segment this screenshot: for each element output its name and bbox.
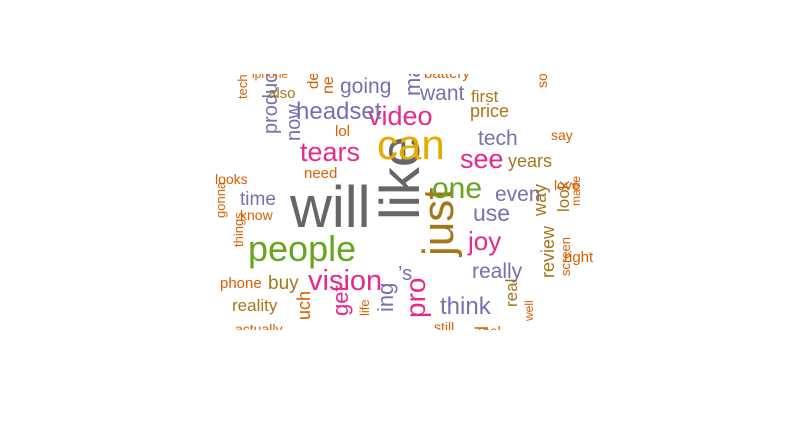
word-ne-58: ne bbox=[320, 76, 337, 94]
word-will-0: will bbox=[290, 175, 371, 240]
word-battery-51: battery bbox=[424, 74, 470, 81]
word-see-9: see bbox=[460, 144, 504, 174]
word-now-21: now bbox=[283, 104, 305, 141]
word-reality-30: reality bbox=[232, 296, 278, 315]
word-life-46: life bbox=[357, 299, 372, 316]
word-phone-36: phone bbox=[220, 275, 262, 292]
word-real-29: real bbox=[502, 278, 521, 307]
word-love-38: love bbox=[554, 177, 580, 193]
word-actually-45: actually bbox=[235, 321, 283, 330]
word-ool-61: ool bbox=[482, 324, 501, 330]
word-screen-41: screen bbox=[558, 236, 573, 276]
word-uch-57: uch bbox=[294, 290, 314, 320]
word-time-19: time bbox=[240, 189, 276, 210]
word-tears-7: tears bbox=[300, 137, 361, 167]
word-think-18: think bbox=[440, 293, 491, 320]
word-review-27: review bbox=[538, 225, 558, 278]
word-way-26: way bbox=[530, 183, 550, 216]
word-joy-10: joy bbox=[468, 226, 502, 256]
word-really-17: really bbox=[472, 260, 523, 283]
word-lol-33: lol bbox=[335, 123, 351, 140]
word-first-23: first bbox=[471, 87, 499, 106]
word-gonna-42: gonna bbox=[213, 181, 228, 218]
word-somethin-49: somethin bbox=[534, 74, 550, 88]
word-right-37: right bbox=[564, 249, 594, 266]
word-s-56: ’s bbox=[398, 263, 413, 285]
word-also-31: also bbox=[268, 85, 296, 102]
word-say-39: say bbox=[551, 127, 573, 143]
word-still-47: still bbox=[434, 319, 455, 330]
word-things-43: things bbox=[231, 212, 246, 247]
word-years-25: years bbox=[508, 151, 553, 171]
word-iphone-50: iphone bbox=[252, 74, 289, 81]
word-use-16: use bbox=[473, 200, 511, 226]
word-technology-44: technology bbox=[235, 74, 250, 99]
word-ing-54: ing bbox=[373, 282, 398, 312]
word-dev-59: dev bbox=[305, 74, 322, 89]
word-headset-11: headset bbox=[296, 98, 382, 125]
word-want-13: want bbox=[420, 82, 465, 105]
word-well-48: well bbox=[522, 300, 536, 321]
word-one-5: one bbox=[432, 172, 483, 205]
word-price-24: price bbox=[470, 101, 510, 121]
word-people-4: people bbox=[248, 228, 357, 269]
word-video-8: video bbox=[368, 101, 433, 131]
word-made-40: made bbox=[569, 175, 583, 206]
word-can-3: can bbox=[377, 121, 445, 168]
word-know-34: know bbox=[240, 207, 273, 223]
word-buy-22: buy bbox=[268, 273, 299, 294]
word-looks-35: looks bbox=[215, 171, 248, 187]
word-need-32: need bbox=[304, 165, 338, 182]
word-vision-6: vision bbox=[308, 265, 383, 297]
word-product-20: product bbox=[260, 74, 282, 134]
word-tech-14: tech bbox=[478, 127, 518, 150]
word-even-15: even bbox=[495, 183, 541, 206]
word-ma-55: ma bbox=[400, 74, 425, 96]
word-get-52: get bbox=[328, 285, 353, 316]
word-cloud-area: will like just can people one vision tears video… bbox=[212, 74, 602, 330]
word-going-12: going bbox=[340, 75, 392, 98]
